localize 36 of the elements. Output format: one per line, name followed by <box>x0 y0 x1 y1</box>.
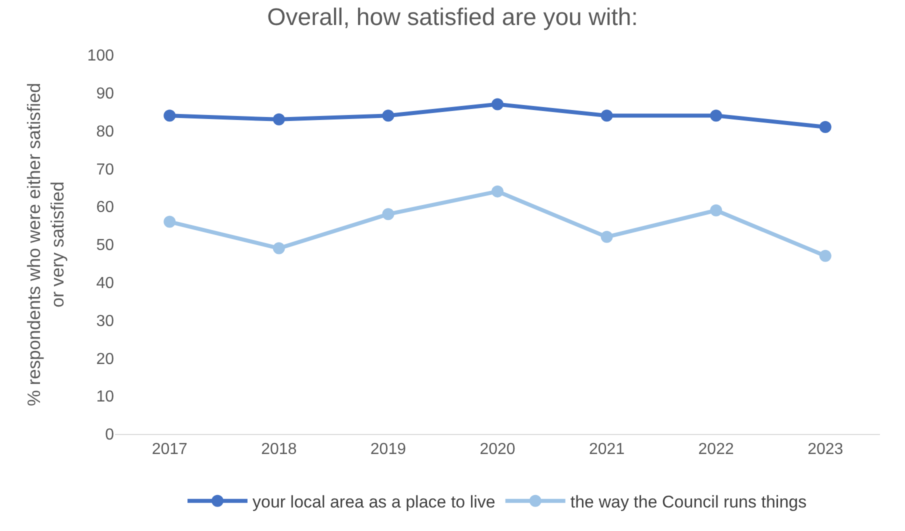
y-axis-title: % respondents who were either satisfied or very satisfied <box>24 82 68 406</box>
x-tick-label: 2017 <box>152 441 188 458</box>
x-tick-label: 2020 <box>480 441 516 458</box>
point <box>382 110 394 122</box>
legend-label: the way the Council runs things <box>570 492 807 512</box>
point <box>164 110 176 122</box>
x-tick-label: 2019 <box>370 441 406 458</box>
point <box>819 250 832 262</box>
point <box>600 230 613 243</box>
x-tick-label: 2021 <box>588 441 625 458</box>
y-tick-label: 70 <box>96 161 114 178</box>
y-tick-label: 100 <box>87 48 114 65</box>
y-tick-label: 0 <box>105 426 114 444</box>
point <box>492 98 504 110</box>
point <box>272 242 285 254</box>
point <box>600 110 613 122</box>
y-tick-label: 50 <box>96 237 114 254</box>
point <box>710 110 722 122</box>
point <box>272 113 285 126</box>
x-tick-label: 2022 <box>698 441 734 458</box>
y-tick-label: 60 <box>96 199 114 216</box>
y-tick-label: 90 <box>96 86 114 102</box>
y-tick-label: 20 <box>96 350 114 368</box>
y-tick-label: 80 <box>96 123 114 140</box>
x-tick-label: 2018 <box>261 441 297 458</box>
point <box>164 216 176 228</box>
point <box>492 185 504 198</box>
point <box>710 204 722 216</box>
chart-title: Overall, how satisfied are you with: <box>267 4 638 31</box>
point <box>819 121 832 134</box>
x-tick-label: 2023 <box>808 441 844 458</box>
point <box>382 208 394 220</box>
y-tick-label: 10 <box>96 388 114 406</box>
y-tick-label: 30 <box>96 312 114 330</box>
y-tick-label: 40 <box>96 275 114 292</box>
legend-label: your local area as a place to live <box>252 492 496 512</box>
